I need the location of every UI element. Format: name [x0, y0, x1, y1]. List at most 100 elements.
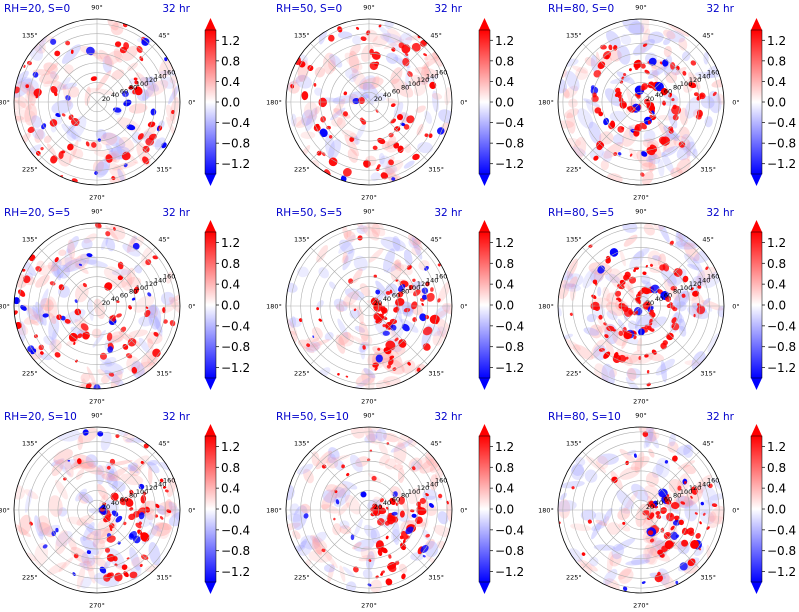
positive-cell: [108, 372, 115, 377]
field-texture: [148, 522, 163, 533]
radial-tick-label: 140: [154, 276, 166, 284]
panel-2: 45°90°135°180°225°270°315°0°20 40 60 801001…: [266, 3, 524, 202]
field-texture: [25, 552, 37, 562]
negative-cell: [428, 502, 435, 508]
positive-cell: [673, 267, 683, 277]
field-texture: [36, 515, 51, 535]
negative-cell: [350, 534, 355, 541]
angle-tick-label: 225°: [566, 574, 582, 582]
colorbar-tick-label: −0.8: [221, 137, 250, 151]
positive-cell: [569, 312, 573, 316]
field-texture: [104, 50, 123, 66]
colorbar-tick-label: −1.2: [495, 361, 524, 375]
field-texture: [356, 225, 369, 235]
colorbar-tick-label: −0.4: [495, 319, 524, 333]
polar-frame: [13, 222, 181, 390]
positive-cell: [321, 152, 326, 157]
field-texture: [135, 72, 151, 89]
radial-tick-label: 20: [102, 95, 110, 103]
angular-gridline: [310, 247, 370, 307]
field-texture: [627, 367, 637, 381]
positive-cell: [398, 496, 405, 505]
positive-cell: [333, 517, 336, 521]
field-texture: [95, 161, 109, 176]
field-texture: [363, 367, 376, 379]
field-texture: [572, 344, 594, 360]
positive-cell: [54, 352, 61, 358]
positive-cell: [70, 49, 74, 54]
angular-gridline: [96, 247, 156, 307]
radial-tick-label: 100: [136, 80, 148, 88]
field-texture: [565, 70, 580, 92]
field-texture: [76, 565, 86, 590]
field-texture: [338, 332, 354, 347]
field-texture: [408, 234, 423, 251]
positive-cell: [314, 123, 320, 129]
angle-tick-label: 135°: [294, 439, 310, 447]
field-texture: [694, 267, 716, 287]
radial-tick-label: 100: [680, 80, 692, 88]
positive-cell: [68, 114, 74, 120]
positive-cell: [61, 150, 66, 154]
positive-cell: [672, 455, 678, 462]
negative-cell: [128, 531, 137, 540]
field-texture: [648, 448, 655, 458]
field-texture: [81, 551, 96, 567]
positive-cell: [642, 509, 650, 516]
field-texture: [375, 280, 389, 298]
negative-cell: [422, 555, 426, 558]
radial-tick-label: 100: [680, 284, 692, 292]
positive-cell: [661, 545, 668, 553]
field-texture: [19, 77, 39, 92]
field-texture: [619, 466, 641, 480]
positive-cell: [399, 510, 405, 518]
positive-cell: [712, 91, 717, 97]
angular-gridline: [310, 451, 370, 511]
positive-cell: [391, 47, 396, 52]
positive-cell: [646, 369, 650, 374]
field-texture: [343, 230, 356, 242]
angle-tick-label: 225°: [294, 574, 310, 582]
positive-cell: [690, 495, 693, 499]
radial-tick-label: 120: [145, 76, 157, 84]
field-texture: [596, 315, 611, 337]
positive-cell: [633, 129, 640, 137]
field-texture: [314, 87, 323, 96]
field-texture: [382, 34, 401, 51]
colorbar-tick-label: −0.8: [495, 340, 524, 354]
negative-cell: [375, 289, 381, 295]
angular-gridline: [368, 451, 428, 511]
field-texture: [701, 300, 724, 311]
angle-tick-label: 270°: [361, 602, 377, 610]
field-texture: [75, 263, 89, 275]
positive-cell: [49, 119, 58, 127]
field-texture: [642, 544, 657, 565]
positive-cell: [383, 347, 392, 355]
field-texture: [337, 502, 350, 516]
positive-cell: [647, 120, 651, 125]
negative-cell: [648, 57, 657, 66]
field-texture: [692, 148, 698, 159]
angle-tick-label: 315°: [428, 574, 444, 582]
polar-frame: [557, 222, 725, 390]
positive-cell: [671, 98, 675, 102]
positive-cell: [50, 155, 58, 164]
positive-cell: [624, 271, 631, 278]
field-texture: [591, 521, 607, 531]
angle-tick-label: 45°: [702, 439, 714, 447]
field-texture: [156, 501, 177, 515]
field-texture: [339, 525, 352, 535]
field-texture: [58, 249, 67, 256]
field-texture: [678, 318, 687, 332]
positive-cell: [135, 86, 141, 92]
field-texture: [597, 286, 602, 297]
field-texture: [67, 537, 77, 551]
negative-cell: [123, 99, 132, 107]
angular-gridline: [310, 305, 370, 365]
field-texture: [378, 152, 385, 165]
angular-gridline: [96, 101, 156, 161]
positive-cell: [377, 347, 381, 351]
angle-tick-label: 90°: [91, 208, 103, 216]
colorbar-tick-label: 0.4: [495, 278, 514, 292]
field-texture: [386, 263, 402, 274]
